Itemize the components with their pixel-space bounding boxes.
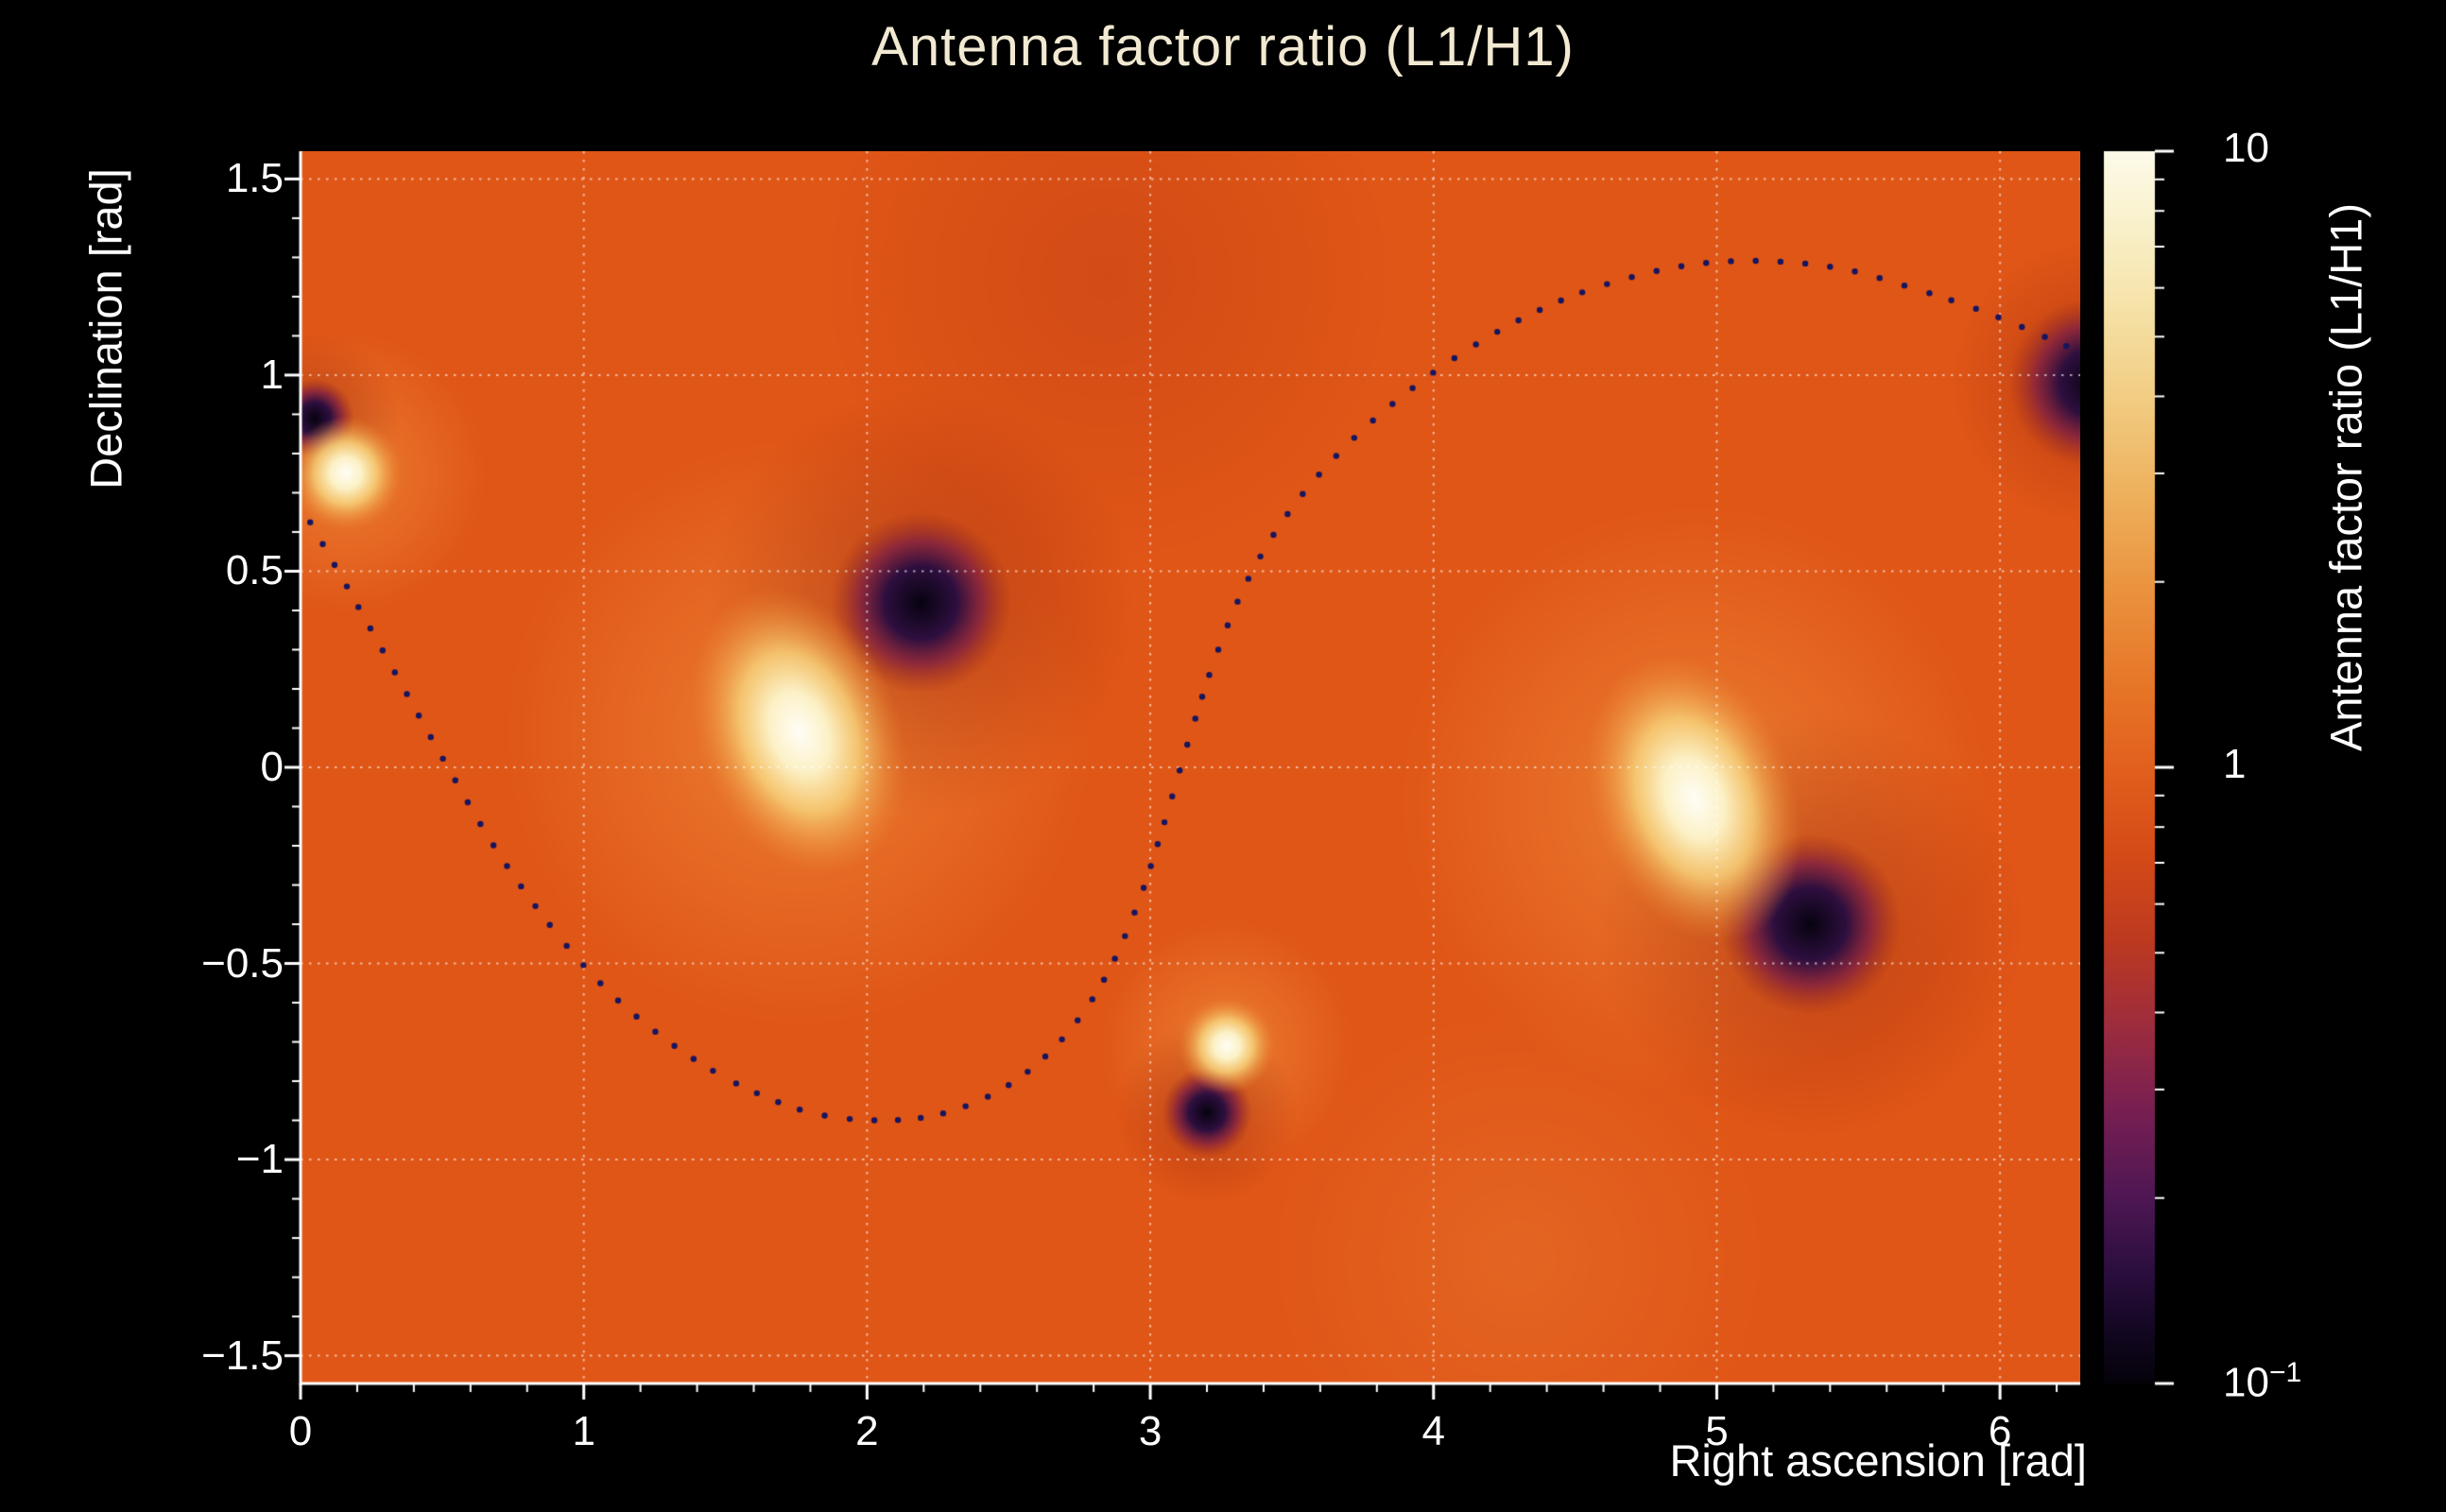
y-tick-label: 1 [260,351,284,398]
x-tick-label: 3 [1138,1408,1163,1454]
plot-title: Antenna factor ratio (L1/H1) [871,16,1575,77]
y-tick-label: 0 [260,744,284,790]
colorbar-tick-label: 10−1 [2223,1357,2302,1406]
colorbar-tick-label: 10 [2223,125,2269,171]
colorbar-title: Antenna factor ratio (L1/H1) [2320,203,2371,751]
x-tick-label: 1 [572,1408,595,1454]
colorbar-tick-label: 1 [2223,741,2247,787]
y-tick-label: −1.5 [201,1332,284,1379]
x-tick-label: 5 [1705,1408,1729,1454]
x-tick-label: 4 [1421,1408,1445,1454]
x-tick-label: 2 [855,1408,879,1454]
x-tick-label: 0 [288,1408,313,1454]
x-axis-title: Right ascension [rad] [1669,1435,2087,1486]
y-axis-title: Declination [rad] [80,168,131,490]
y-tick-label: −0.5 [201,939,284,987]
x-tick-label: 6 [1988,1408,2012,1454]
y-tick-label: 0.5 [225,547,284,594]
y-tick-label: 1.5 [225,155,284,202]
y-tick-label: −1 [235,1136,284,1183]
